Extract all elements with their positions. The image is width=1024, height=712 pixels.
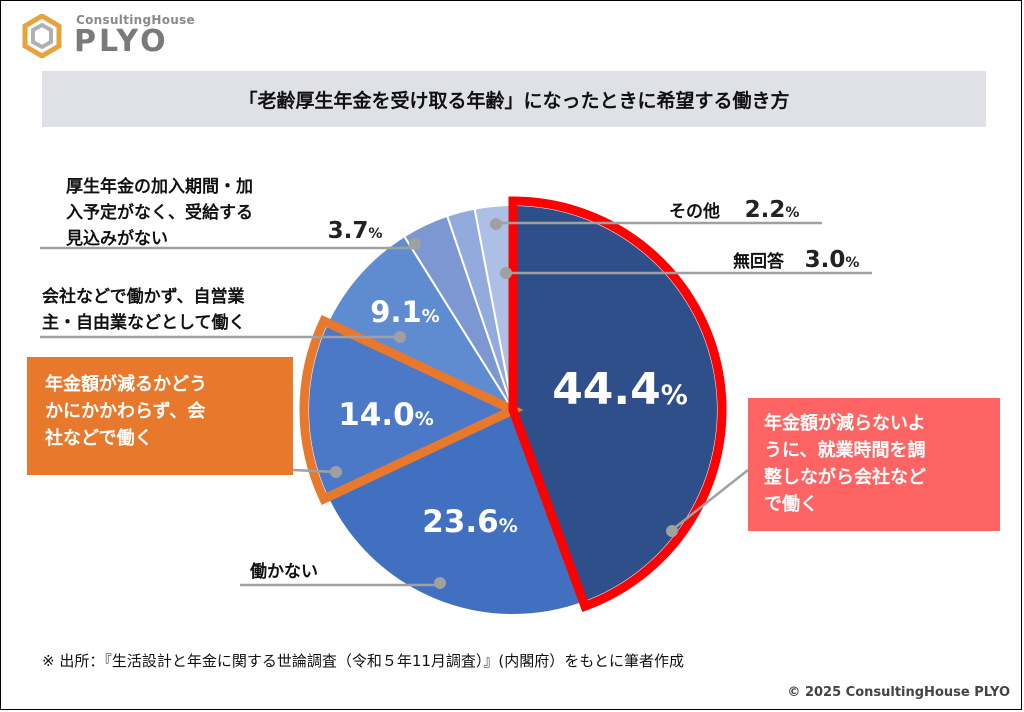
value-label-s7: 3.0%	[805, 247, 860, 273]
highlight-outline-s1	[508, 196, 727, 612]
value-label-s1: 44.4%	[552, 364, 688, 415]
value-label-s3: 14.0%	[338, 397, 434, 433]
leader-s4-dot	[394, 331, 406, 343]
callout-s1-line: うに、就業時間を調	[764, 440, 926, 461]
title-bar: 「老齢厚生年金を受け取る年齢」になったときに希望する働き方	[42, 71, 986, 127]
brand-subtitle: ConsultingHouse	[76, 13, 195, 27]
callout-s1-line: で働く	[764, 494, 818, 515]
category-label-s6: その他	[669, 201, 720, 222]
leader-s6-dot	[490, 218, 502, 230]
category-label-s7: 無回答	[733, 251, 785, 272]
leader-s7-dot	[500, 267, 512, 279]
chart-title: 「老齢厚生年金を受け取る年齢」になったときに希望する働き方	[238, 89, 790, 112]
callout-s1-line: 整しながら会社など	[764, 467, 926, 488]
leader-s1	[671, 469, 749, 531]
category-label-s5: 見込みがない	[65, 228, 168, 249]
leader-s5-dot	[409, 238, 421, 250]
value-label-s2: 23.6%	[422, 504, 518, 540]
category-label-s5: 入予定がなく、受給する	[66, 202, 253, 223]
leader-s2-dot	[434, 577, 446, 589]
value-label-s4: 9.1%	[370, 295, 439, 329]
leader-s3-dot	[330, 466, 342, 478]
category-label-s2: 働かない	[249, 561, 318, 582]
logo-icon	[22, 14, 62, 58]
value-label-s5: 3.7%	[328, 218, 383, 244]
copyright: © 2025 ConsultingHouse PLYO	[787, 685, 1010, 700]
callout-s3-line: 年金額が減るかどう	[45, 374, 207, 395]
callout-s3-line: かにかかわらず、会	[45, 401, 206, 422]
leader-s1-dot	[666, 525, 678, 537]
callout-s1: 年金額が減らないよ うに、就業時間を調 整しながら会社など で働く	[748, 398, 1000, 531]
source-footnote: ※ 出所：『生活設計と年金に関する世論調査（令和５年11月調査）』(内閣府）をも…	[42, 652, 684, 670]
pie-slice-s2	[326, 408, 585, 616]
callout-s3-line: 社などで働く	[45, 428, 153, 449]
highlight-outline-s3	[299, 315, 524, 505]
callout-s3: 年金額が減るかどう かにかかわらず、会 社などで働く	[27, 357, 293, 475]
category-label-s4: 主・自由業などとして働く	[42, 312, 246, 333]
leader-s3	[292, 468, 337, 474]
category-label-s4: 会社などで働かず、自営業	[42, 286, 244, 307]
value-label-s6: 2.2%	[745, 197, 800, 223]
category-label-s5: 厚生年金の加入期間・加	[66, 176, 253, 197]
callout-s1-line: 年金額が減らないよ	[764, 413, 926, 434]
brand-name: PLYO	[74, 24, 169, 59]
